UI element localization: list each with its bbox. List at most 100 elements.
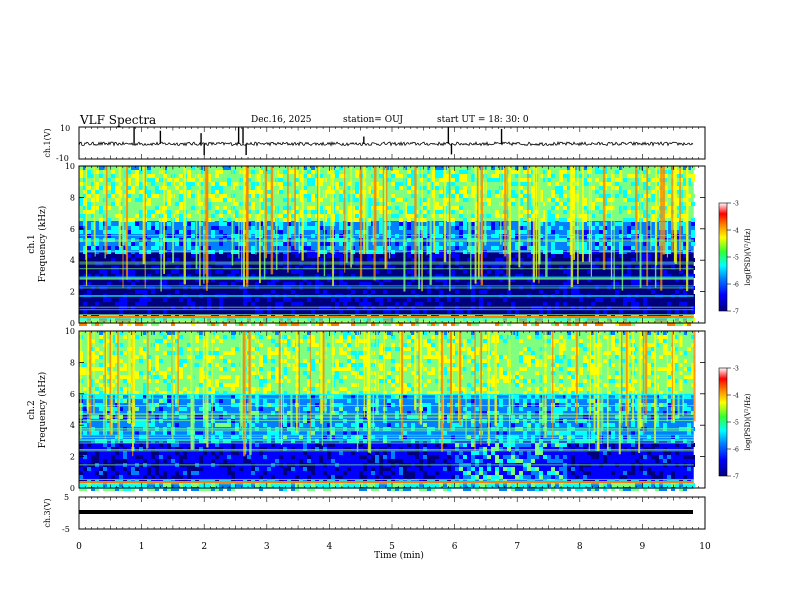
spectrogram-cell <box>319 166 323 170</box>
spectrogram-cell <box>187 355 191 359</box>
spectrogram-cell <box>315 222 319 226</box>
spectrogram-cell <box>631 258 635 262</box>
spectrogram-cell <box>347 210 351 214</box>
spectrogram-cell <box>183 375 187 379</box>
spectrogram-cell <box>255 178 259 182</box>
spectrogram-cell <box>187 274 191 278</box>
spectrogram-cell <box>179 475 183 479</box>
spectrogram-cell <box>503 298 507 302</box>
spectrogram-cell <box>107 487 111 491</box>
spectrogram-cell <box>267 186 271 190</box>
spectrogram-cell <box>79 202 83 206</box>
spectrogram-cell <box>111 335 115 339</box>
spectrogram-cell <box>143 383 147 387</box>
spectrogram-cell <box>219 355 223 359</box>
spectrogram-cell <box>335 170 339 174</box>
spectrogram-cell <box>607 278 611 282</box>
spectrogram-cell <box>355 278 359 282</box>
spectrogram-cell <box>259 222 263 226</box>
spectrogram-cell <box>211 258 215 262</box>
spectrogram-cell <box>219 186 223 190</box>
spectrogram-cell <box>567 266 571 270</box>
spectrogram-cell <box>439 246 443 250</box>
spectrogram-cell <box>347 170 351 174</box>
spectrogram-cell <box>287 206 291 210</box>
spectrogram-cell <box>651 226 655 230</box>
spectrogram-cell <box>255 218 259 222</box>
spectrogram-cell <box>451 274 455 278</box>
burst-line <box>518 166 521 268</box>
spectrogram-cell <box>591 202 595 206</box>
spectrogram-cell <box>215 170 219 174</box>
spectrogram-cell <box>95 387 99 391</box>
spectrogram-cell <box>123 351 127 355</box>
spectrogram-cell <box>103 467 107 471</box>
ch1-ytick-top: 10 <box>60 124 70 133</box>
spectrogram-cell <box>163 339 167 343</box>
spectrogram-cell <box>691 174 695 178</box>
spectrogram-cell <box>287 290 291 294</box>
spectrogram-cell <box>263 359 267 363</box>
burst-line <box>363 166 366 255</box>
spectrogram-cell <box>683 182 687 186</box>
spectrogram-cell <box>207 202 211 206</box>
spectrogram-cell <box>435 254 439 258</box>
spectrogram-cell <box>459 190 463 194</box>
spectrogram-cell <box>119 274 123 278</box>
spectrogram-cell <box>115 306 119 310</box>
spectrogram-cell <box>263 298 267 302</box>
spectrogram-cell <box>99 166 103 170</box>
spectrogram-cell <box>179 190 183 194</box>
spectrogram-cell <box>451 210 455 214</box>
spectrogram-cell <box>271 306 275 310</box>
spectrogram-cell <box>303 359 307 363</box>
spectrogram-cell <box>399 322 403 326</box>
spectrogram-cell <box>563 170 567 174</box>
spectrogram-cell <box>143 459 147 463</box>
spectrogram-cell <box>151 178 155 182</box>
spectrogram-cell <box>251 322 255 326</box>
spectrogram-cell <box>279 282 283 286</box>
spectrogram-cell <box>687 266 691 270</box>
spectrogram-cell <box>307 339 311 343</box>
spectrogram-cell <box>651 298 655 302</box>
spectrogram-cell <box>107 218 111 222</box>
spectrogram-cell <box>679 302 683 306</box>
spectrogram-cell <box>91 487 95 491</box>
spectrogram-cell <box>435 178 439 182</box>
spectrogram-cell <box>259 166 263 170</box>
spectrogram-cell <box>603 310 607 314</box>
spectrogram-cell <box>91 198 95 202</box>
spectrogram-cell <box>467 310 471 314</box>
spectrogram-cell <box>595 322 599 326</box>
spectrogram-cell <box>607 258 611 262</box>
burst-line <box>610 166 613 280</box>
spectrogram-cell <box>579 258 583 262</box>
spectrogram-cell <box>355 242 359 246</box>
spectrogram-cell <box>479 310 483 314</box>
spectrogram-cell <box>131 250 135 254</box>
spectrogram-cell <box>407 298 411 302</box>
spectrogram-cell <box>611 310 615 314</box>
spectrogram-cell <box>111 202 115 206</box>
spectrogram-cell <box>135 423 139 427</box>
spectrogram-cell <box>87 202 91 206</box>
burst-line <box>660 166 663 291</box>
spectrogram-cell <box>227 471 231 475</box>
spectrogram-cell <box>111 447 115 451</box>
spectrogram-cell <box>235 246 239 250</box>
spectrogram-cell <box>155 306 159 310</box>
spectrogram-cell <box>595 222 599 226</box>
spectrogram-cell <box>543 250 547 254</box>
spectrogram-cell <box>311 182 315 186</box>
spectrogram-cell <box>519 258 523 262</box>
spectrogram-cell <box>495 194 499 198</box>
spectrogram-cell <box>235 258 239 262</box>
spectrogram-cell <box>435 258 439 262</box>
spectrogram-cell <box>79 214 83 218</box>
spectrogram-cell <box>219 258 223 262</box>
spectrogram-cell <box>559 174 563 178</box>
spectrogram-cell <box>87 306 91 310</box>
spectrogram-cell <box>143 310 147 314</box>
spectrogram-cell <box>251 375 255 379</box>
